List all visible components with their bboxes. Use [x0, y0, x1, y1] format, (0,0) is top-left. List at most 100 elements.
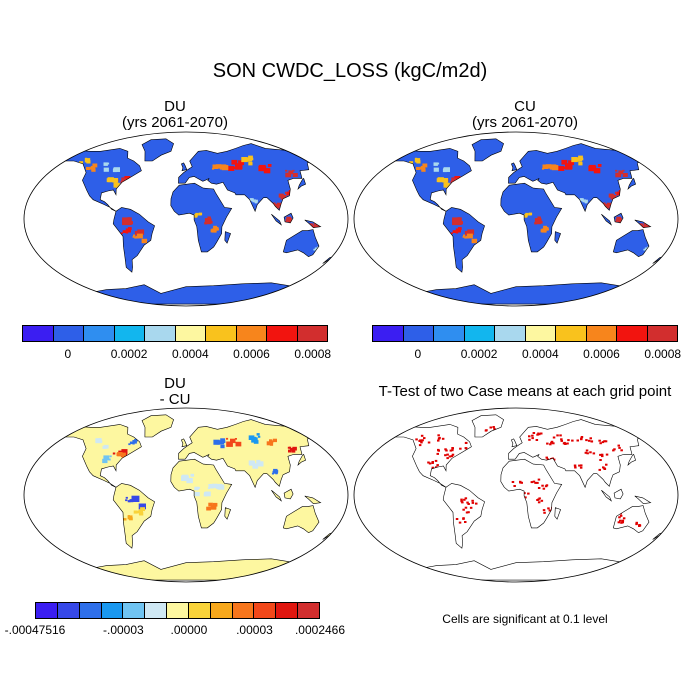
landmass-borneo [284, 489, 294, 499]
significant-cell [451, 447, 454, 449]
significant-cell [427, 441, 431, 444]
landmass-sumatra [601, 490, 612, 501]
grid-cell [589, 164, 596, 171]
colorbar-tick-label: 0.0006 [583, 347, 620, 361]
colorbar-swatch [36, 603, 58, 618]
grid-cell [125, 499, 128, 502]
significant-cell [536, 481, 539, 484]
significant-cell [559, 434, 562, 437]
grid-cell [216, 228, 219, 231]
grid-cell [121, 452, 126, 457]
grid-cell [248, 435, 255, 440]
grid-cell [450, 232, 453, 235]
grid-cell [238, 160, 245, 166]
grid-cell [612, 194, 616, 197]
significant-cell [460, 498, 463, 501]
grid-cell [129, 441, 134, 444]
significant-cell [441, 437, 445, 440]
significant-cell [635, 523, 638, 526]
significant-cell [537, 501, 541, 504]
colorbar-tick-label: 0.0008 [644, 347, 682, 361]
panel-title-ttest: T-Test of two Case means at each grid po… [350, 384, 700, 400]
grid-cell [263, 168, 271, 174]
grid-cell [212, 164, 219, 169]
map-border [23, 407, 349, 583]
panel-title-diff-line1: DU [164, 375, 186, 392]
colorbar-tick-label: 0.0002 [110, 347, 148, 361]
grid-cell [259, 164, 266, 171]
grid-cell [285, 218, 289, 222]
significant-cell [552, 436, 556, 439]
landmass-antarctica [68, 558, 304, 581]
colorbar-swatch [206, 326, 237, 341]
colorbar-swatch [114, 326, 145, 341]
grid-cell [457, 227, 462, 231]
significant-cell [489, 426, 492, 429]
significant-cell [605, 463, 608, 466]
colorbar-swatch [79, 603, 102, 618]
grid-cell [228, 166, 235, 171]
significant-cell [621, 519, 625, 522]
grid-cell [285, 191, 288, 194]
grid-cell [421, 168, 426, 172]
grid-cell [267, 164, 272, 167]
significant-cell [420, 434, 424, 437]
grid-cell [251, 437, 258, 443]
grid-cell [292, 169, 295, 172]
grid-cell [568, 160, 575, 166]
colorbar-swatch [188, 603, 211, 618]
significant-cell [467, 503, 470, 505]
colorbar-swatch [617, 326, 648, 341]
significant-cell [599, 453, 602, 456]
grid-cell [210, 504, 217, 510]
grid-cell [578, 155, 583, 160]
significant-cell [552, 458, 556, 461]
grid-cell [256, 433, 260, 436]
grid-cell [90, 165, 96, 170]
landmass-greenland [472, 414, 504, 437]
significant-cell [446, 453, 449, 456]
significant-cell [548, 509, 552, 512]
significant-cell [601, 441, 605, 444]
grid-cell [234, 438, 237, 440]
significant-cell [536, 433, 539, 436]
landmass-namerica [62, 148, 142, 212]
grid-cell [254, 201, 258, 204]
grid-cell [132, 440, 137, 444]
grid-cell [249, 159, 253, 162]
grid-cell [445, 183, 451, 188]
grid-cell [464, 236, 467, 239]
grid-cell [248, 162, 253, 166]
grid-cell [207, 487, 210, 490]
grid-cell [106, 178, 112, 183]
significant-cell [589, 451, 592, 454]
map-border [23, 131, 349, 307]
grid-cell [206, 506, 211, 511]
grid-cell [436, 178, 442, 183]
colorbar-tick-label: .00000 [170, 623, 208, 637]
grid-cell [215, 483, 223, 490]
landmass-japan [628, 454, 636, 465]
grid-cell [314, 223, 320, 229]
significant-cell [542, 487, 546, 490]
grid-cell [565, 163, 573, 170]
grid-cell [539, 220, 543, 224]
grid-cell [197, 486, 200, 489]
panel-title-du-line1: DU [164, 98, 186, 115]
grid-cell [233, 166, 237, 170]
grid-cell [287, 191, 292, 195]
colorbar-swatch [23, 326, 54, 341]
grid-cell [194, 486, 199, 491]
colorbar-cu-ticks: 0 0.0002 0.0004 0.0006 0.0008 [372, 347, 682, 363]
landmass-namerica [392, 148, 472, 212]
significant-cell [531, 437, 534, 440]
colorbar-swatch [267, 326, 298, 341]
grid-cell [106, 162, 110, 165]
grid-cell [125, 228, 131, 233]
significant-cell [604, 440, 608, 443]
significance-note: Cells are significant at 0.1 level [442, 612, 608, 626]
grid-cell [608, 193, 614, 198]
grid-cell [622, 169, 625, 172]
grid-cell [524, 215, 528, 218]
significant-cell [547, 507, 550, 510]
